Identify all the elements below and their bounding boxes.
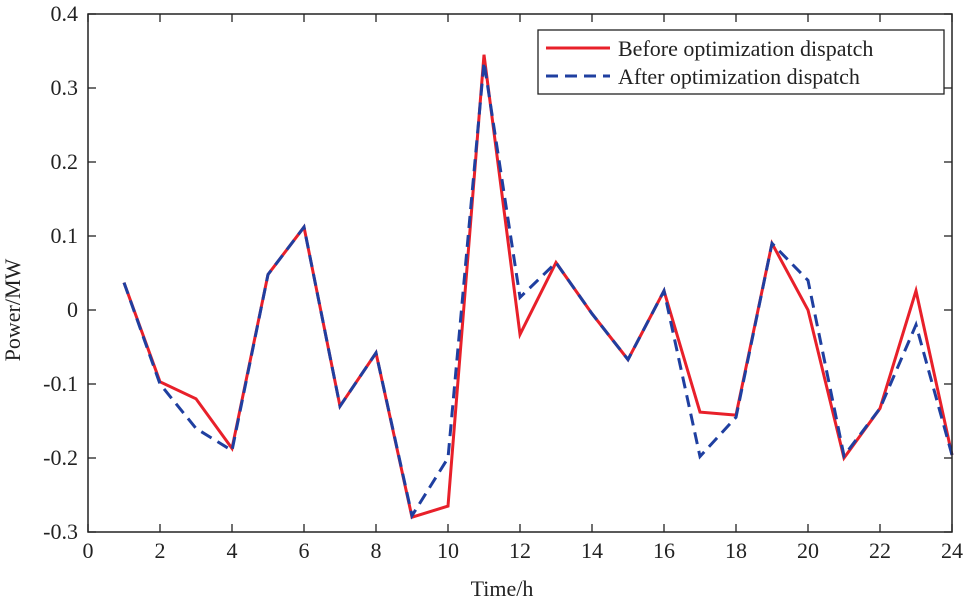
x-axis-title: Time/h xyxy=(471,576,534,601)
y-tick-label: -0.3 xyxy=(43,519,78,544)
x-tick-label: 14 xyxy=(581,538,603,563)
x-tick-label: 8 xyxy=(371,538,382,563)
x-tick-label: 2 xyxy=(155,538,166,563)
legend-label: After optimization dispatch xyxy=(618,64,860,89)
y-tick-label: 0.3 xyxy=(51,75,79,100)
legend-box xyxy=(537,29,945,95)
y-tick-label: 0.4 xyxy=(51,1,79,26)
y-tick-label: -0.1 xyxy=(43,371,78,396)
x-tick-label: 0 xyxy=(83,538,94,563)
series-line-after xyxy=(122,61,954,520)
x-tick-label: 22 xyxy=(869,538,891,563)
y-tick-label: 0.2 xyxy=(51,149,79,174)
y-tick-label: 0 xyxy=(67,297,78,322)
x-tick-label: 12 xyxy=(509,538,531,563)
series-line-before xyxy=(122,54,954,520)
y-tick-label: -0.2 xyxy=(43,445,78,470)
legend-label: Before optimization dispatch xyxy=(618,36,873,61)
x-tick-label: 10 xyxy=(437,538,459,563)
x-tick-label: 6 xyxy=(299,538,310,563)
legend: Before optimization dispatch After optimi… xyxy=(537,29,945,95)
y-tick-label: 0.1 xyxy=(51,223,79,248)
x-tick-label: 24 xyxy=(941,538,963,563)
x-tick-label: 20 xyxy=(797,538,819,563)
x-tick-label: 4 xyxy=(227,538,238,563)
y-axis-title: Power/MW xyxy=(0,258,25,361)
plot-frame xyxy=(87,13,953,533)
x-tick-label: 16 xyxy=(653,538,675,563)
x-tick-label: 18 xyxy=(725,538,747,563)
